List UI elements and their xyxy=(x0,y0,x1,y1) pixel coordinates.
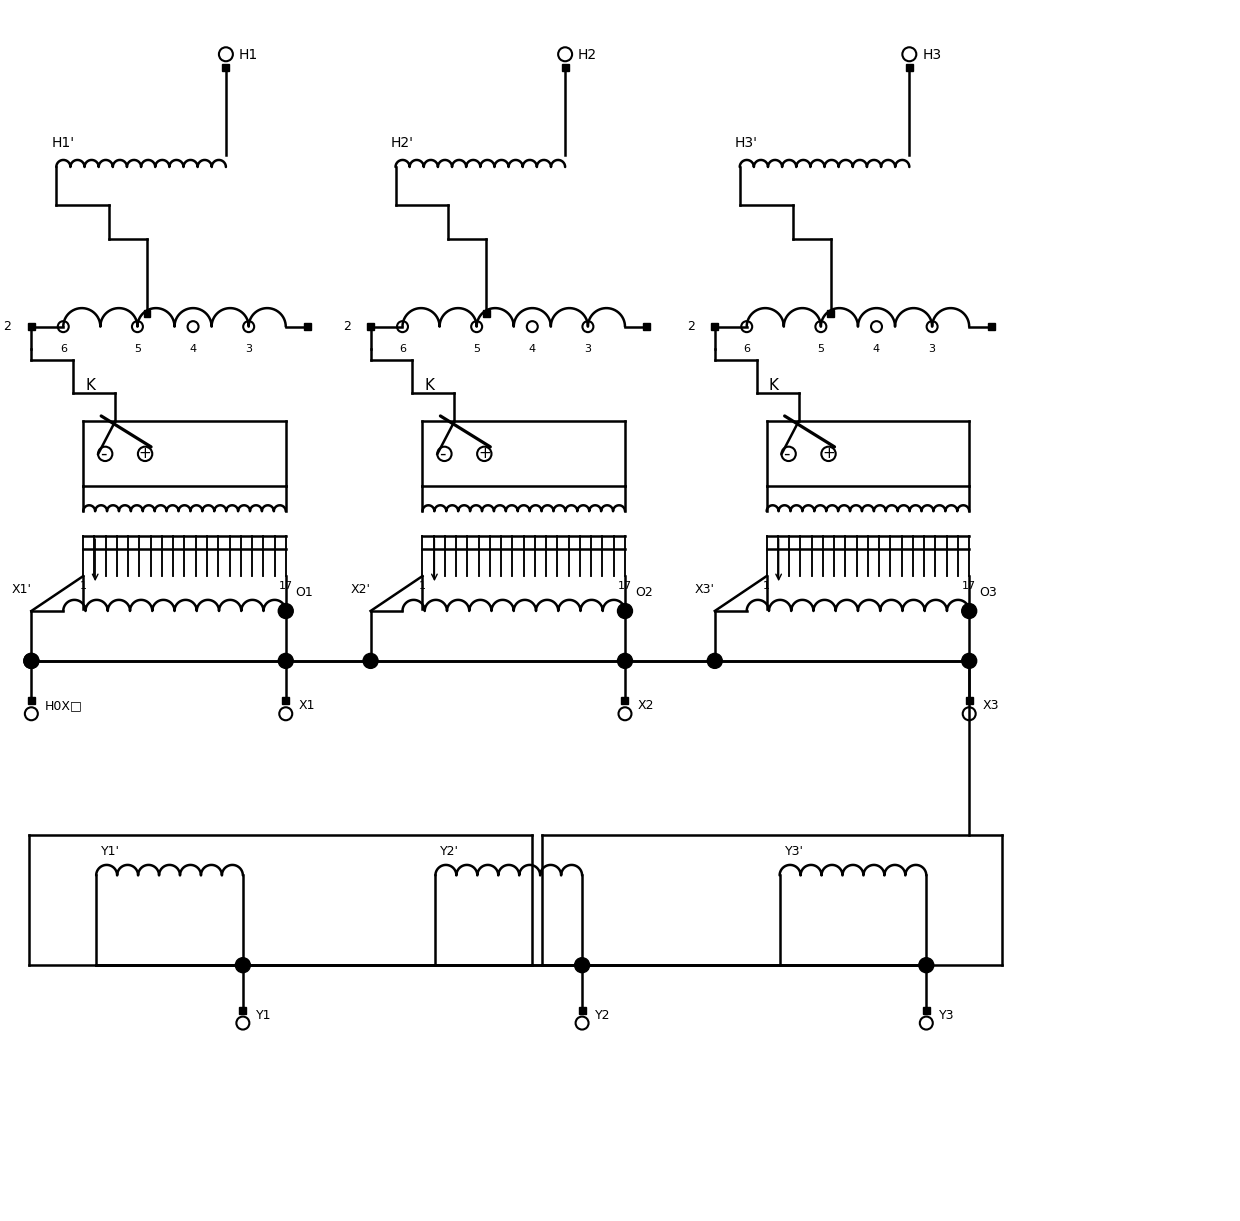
Circle shape xyxy=(236,957,250,973)
Text: O3: O3 xyxy=(980,586,997,600)
Text: H1: H1 xyxy=(239,49,258,62)
Bar xyxy=(562,63,569,71)
Text: +: + xyxy=(822,447,835,462)
Text: H2': H2' xyxy=(391,136,413,150)
Text: Y3: Y3 xyxy=(939,1009,955,1022)
Text: Y1: Y1 xyxy=(255,1009,272,1022)
Bar xyxy=(923,1006,930,1013)
Bar xyxy=(144,310,150,317)
Bar xyxy=(27,324,35,330)
Text: 5: 5 xyxy=(134,343,141,354)
Text: 6: 6 xyxy=(60,343,67,354)
Text: +: + xyxy=(139,447,151,462)
Text: 2: 2 xyxy=(687,320,694,333)
Text: H3: H3 xyxy=(923,49,941,62)
Bar xyxy=(579,1006,585,1013)
Text: 3: 3 xyxy=(929,343,936,354)
Circle shape xyxy=(962,603,977,619)
Circle shape xyxy=(618,653,632,668)
Text: X3': X3' xyxy=(694,584,714,596)
Text: Y2': Y2' xyxy=(440,845,459,858)
Bar xyxy=(283,697,289,705)
Text: 6: 6 xyxy=(743,343,750,354)
Text: -: - xyxy=(439,444,445,463)
Circle shape xyxy=(24,653,38,668)
Circle shape xyxy=(574,957,589,973)
Text: -: - xyxy=(100,444,107,463)
Text: H0X□: H0X□ xyxy=(45,700,82,712)
Bar xyxy=(827,310,833,317)
Text: X2: X2 xyxy=(637,700,655,712)
Text: 5: 5 xyxy=(474,343,480,354)
Text: Y2: Y2 xyxy=(595,1009,610,1022)
Text: 4: 4 xyxy=(873,343,880,354)
Circle shape xyxy=(24,653,38,668)
Text: Y1': Y1' xyxy=(102,845,120,858)
Text: H1': H1' xyxy=(51,136,74,150)
Text: X2': X2' xyxy=(351,584,371,596)
Bar xyxy=(222,63,229,71)
Text: X1': X1' xyxy=(11,584,31,596)
Bar xyxy=(621,697,629,705)
Text: Y3': Y3' xyxy=(785,845,804,858)
Text: 6: 6 xyxy=(399,343,405,354)
Circle shape xyxy=(919,957,934,973)
Circle shape xyxy=(707,653,722,668)
Text: 4: 4 xyxy=(528,343,536,354)
Text: 17: 17 xyxy=(618,581,632,591)
Text: 2: 2 xyxy=(342,320,351,333)
Text: +: + xyxy=(477,447,491,462)
Circle shape xyxy=(618,603,632,619)
Text: O2: O2 xyxy=(635,586,652,600)
Bar xyxy=(988,324,994,330)
Text: 17: 17 xyxy=(962,581,976,591)
Text: X3: X3 xyxy=(982,700,998,712)
Circle shape xyxy=(962,653,977,668)
Bar xyxy=(966,697,972,705)
Text: 1: 1 xyxy=(763,581,770,591)
Text: 1: 1 xyxy=(419,581,427,591)
Circle shape xyxy=(278,653,293,668)
Circle shape xyxy=(363,653,378,668)
Bar xyxy=(484,310,490,317)
Bar xyxy=(27,697,35,705)
Text: K: K xyxy=(769,379,779,393)
Text: H3': H3' xyxy=(735,136,758,150)
Bar xyxy=(239,1006,247,1013)
Text: 17: 17 xyxy=(279,581,293,591)
Text: H2: H2 xyxy=(578,49,598,62)
Bar xyxy=(712,324,718,330)
Text: K: K xyxy=(424,379,434,393)
Text: 4: 4 xyxy=(190,343,197,354)
Circle shape xyxy=(278,603,293,619)
Text: 1: 1 xyxy=(79,581,87,591)
Bar xyxy=(644,324,651,330)
Bar xyxy=(304,324,311,330)
Text: O1: O1 xyxy=(295,586,314,600)
Text: 5: 5 xyxy=(817,343,825,354)
Bar xyxy=(906,63,913,71)
Text: 3: 3 xyxy=(584,343,591,354)
Bar xyxy=(367,324,374,330)
Text: -: - xyxy=(784,444,790,463)
Text: K: K xyxy=(86,379,95,393)
Text: X1: X1 xyxy=(299,700,315,712)
Text: 3: 3 xyxy=(246,343,252,354)
Text: 2: 2 xyxy=(4,320,11,333)
